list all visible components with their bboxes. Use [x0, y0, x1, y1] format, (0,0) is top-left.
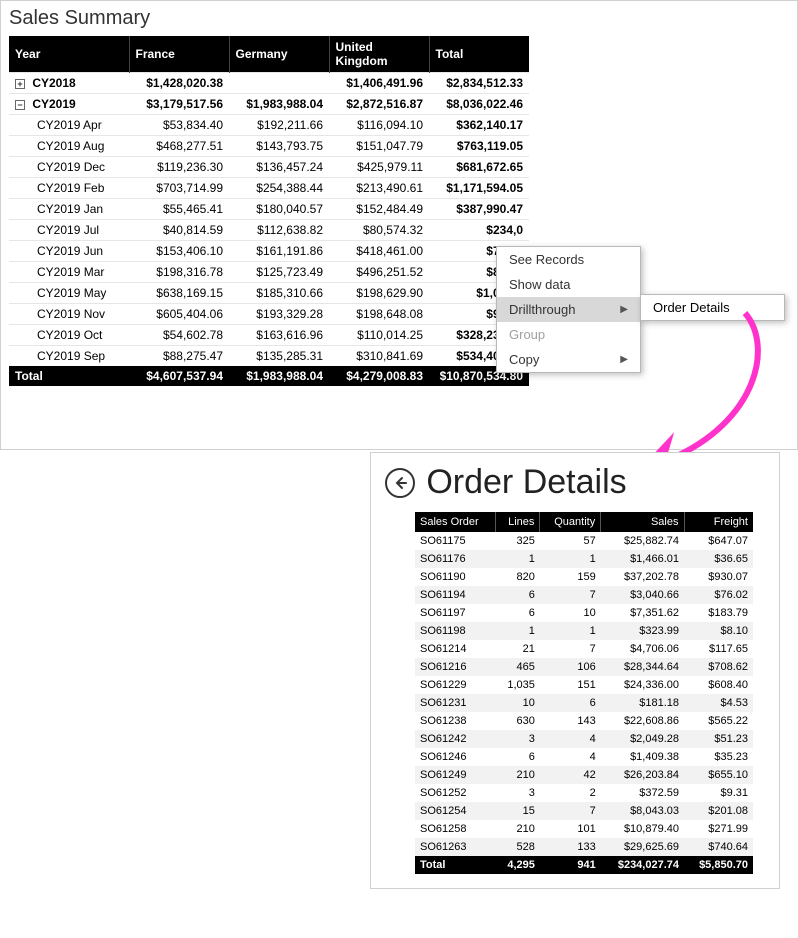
sales-summary-panel: Sales Summary YearFranceGermanyUnited Ki…	[0, 0, 798, 450]
details-row[interactable]: SO6117532557$25,882.74$647.07	[415, 532, 753, 550]
month-row[interactable]: CY2019 Dec$119,236.30$136,457.24$425,979…	[9, 157, 529, 178]
details-row[interactable]: SO6124921042$26,203.84$655.10	[415, 766, 753, 784]
summary-col-total[interactable]: Total	[429, 36, 529, 73]
month-row[interactable]: CY2019 Jan$55,465.41$180,040.57$152,484.…	[9, 199, 529, 220]
summary-col-france[interactable]: France	[129, 36, 229, 73]
details-row[interactable]: SO61190820159$37,202.78$930.07	[415, 568, 753, 586]
month-row[interactable]: CY2019 May$638,169.15$185,310.66$198,629…	[9, 283, 529, 304]
menu-copy[interactable]: Copy▶	[497, 347, 640, 372]
details-row[interactable]: SO6117611$1,466.01$36.65	[415, 550, 753, 568]
month-row[interactable]: CY2019 Apr$53,834.40$192,211.66$116,094.…	[9, 115, 529, 136]
details-total-row: Total4,295941$234,027.74$5,850.70	[415, 856, 753, 874]
summary-total-row: Total$4,607,537.94$1,983,988.04$4,279,00…	[9, 366, 529, 386]
details-row[interactable]: SO6119467$3,040.66$76.02	[415, 586, 753, 604]
month-row[interactable]: CY2019 Jun$153,406.10$161,191.86$418,461…	[9, 241, 529, 262]
summary-col-germany[interactable]: Germany	[229, 36, 329, 73]
context-menu[interactable]: See RecordsShow dataDrillthrough▶GroupCo…	[496, 246, 641, 373]
details-row[interactable]: SO61263528133$29,625.69$740.64	[415, 838, 753, 856]
details-row[interactable]: SO6124664$1,409.38$35.23	[415, 748, 753, 766]
details-row[interactable]: SO61231106$181.18$4.53	[415, 694, 753, 712]
order-details-table[interactable]: Sales OrderLinesQuantitySalesFreight SO6…	[415, 512, 753, 874]
month-row[interactable]: CY2019 Jul$40,814.59$112,638.82$80,574.3…	[9, 220, 529, 241]
back-button[interactable]	[385, 468, 415, 498]
month-row[interactable]: CY2019 Nov$605,404.06$193,329.28$198,648…	[9, 304, 529, 325]
details-col-lines[interactable]: Lines	[496, 512, 540, 532]
summary-col-year[interactable]: Year	[9, 36, 129, 73]
month-row[interactable]: CY2019 Oct$54,602.78$163,616.96$110,014.…	[9, 325, 529, 346]
back-arrow-icon	[392, 475, 408, 491]
summary-col-united-kingdom[interactable]: United Kingdom	[329, 36, 429, 73]
details-row[interactable]: SO6119811$323.99$8.10	[415, 622, 753, 640]
details-row[interactable]: SO61216465106$28,344.64$708.62	[415, 658, 753, 676]
drillthrough-submenu[interactable]: Order Details	[640, 294, 785, 321]
collapse-icon[interactable]: −	[15, 100, 25, 110]
month-row[interactable]: CY2019 Mar$198,316.78$125,723.49$496,251…	[9, 262, 529, 283]
month-row[interactable]: CY2019 Feb$703,714.99$254,388.44$213,490…	[9, 178, 529, 199]
submenu-arrow-icon: ▶	[620, 304, 628, 315]
menu-show-data[interactable]: Show data	[497, 272, 640, 297]
details-row[interactable]: SO61258210101$10,879.40$271.99	[415, 820, 753, 838]
details-col-freight[interactable]: Freight	[684, 512, 753, 532]
details-col-quantity[interactable]: Quantity	[540, 512, 601, 532]
sales-summary-matrix[interactable]: YearFranceGermanyUnited KingdomTotal + C…	[9, 36, 529, 386]
menu-group: Group	[497, 322, 640, 347]
menu-see-records[interactable]: See Records	[497, 247, 640, 272]
details-col-sales-order[interactable]: Sales Order	[415, 512, 496, 532]
details-row[interactable]: SO61197610$7,351.62$183.79	[415, 604, 753, 622]
month-row[interactable]: CY2019 Sep$88,275.47$135,285.31$310,841.…	[9, 346, 529, 367]
expand-icon[interactable]: +	[15, 79, 25, 89]
details-row[interactable]: SO6124234$2,049.28$51.23	[415, 730, 753, 748]
submenu-order-details[interactable]: Order Details	[641, 295, 784, 320]
details-col-sales[interactable]: Sales	[601, 512, 684, 532]
details-row[interactable]: SO61214217$4,706.06$117.65	[415, 640, 753, 658]
details-row[interactable]: SO61238630143$22,608.86$565.22	[415, 712, 753, 730]
year-row[interactable]: + CY2018$1,428,020.38$1,406,491.96$2,834…	[9, 73, 529, 94]
year-row[interactable]: − CY2019$3,179,517.56$1,983,988.04$2,872…	[9, 94, 529, 115]
details-row[interactable]: SO61254157$8,043.03$201.08	[415, 802, 753, 820]
menu-drillthrough[interactable]: Drillthrough▶	[497, 297, 640, 322]
month-row[interactable]: CY2019 Aug$468,277.51$143,793.75$151,047…	[9, 136, 529, 157]
details-row[interactable]: SO612291,035151$24,336.00$608.40	[415, 676, 753, 694]
order-details-panel: Order Details Sales OrderLinesQuantitySa…	[370, 452, 780, 889]
details-row[interactable]: SO6125232$372.59$9.31	[415, 784, 753, 802]
submenu-arrow-icon: ▶	[620, 354, 628, 365]
summary-title: Sales Summary	[9, 7, 789, 30]
details-title: Order Details	[426, 463, 626, 502]
